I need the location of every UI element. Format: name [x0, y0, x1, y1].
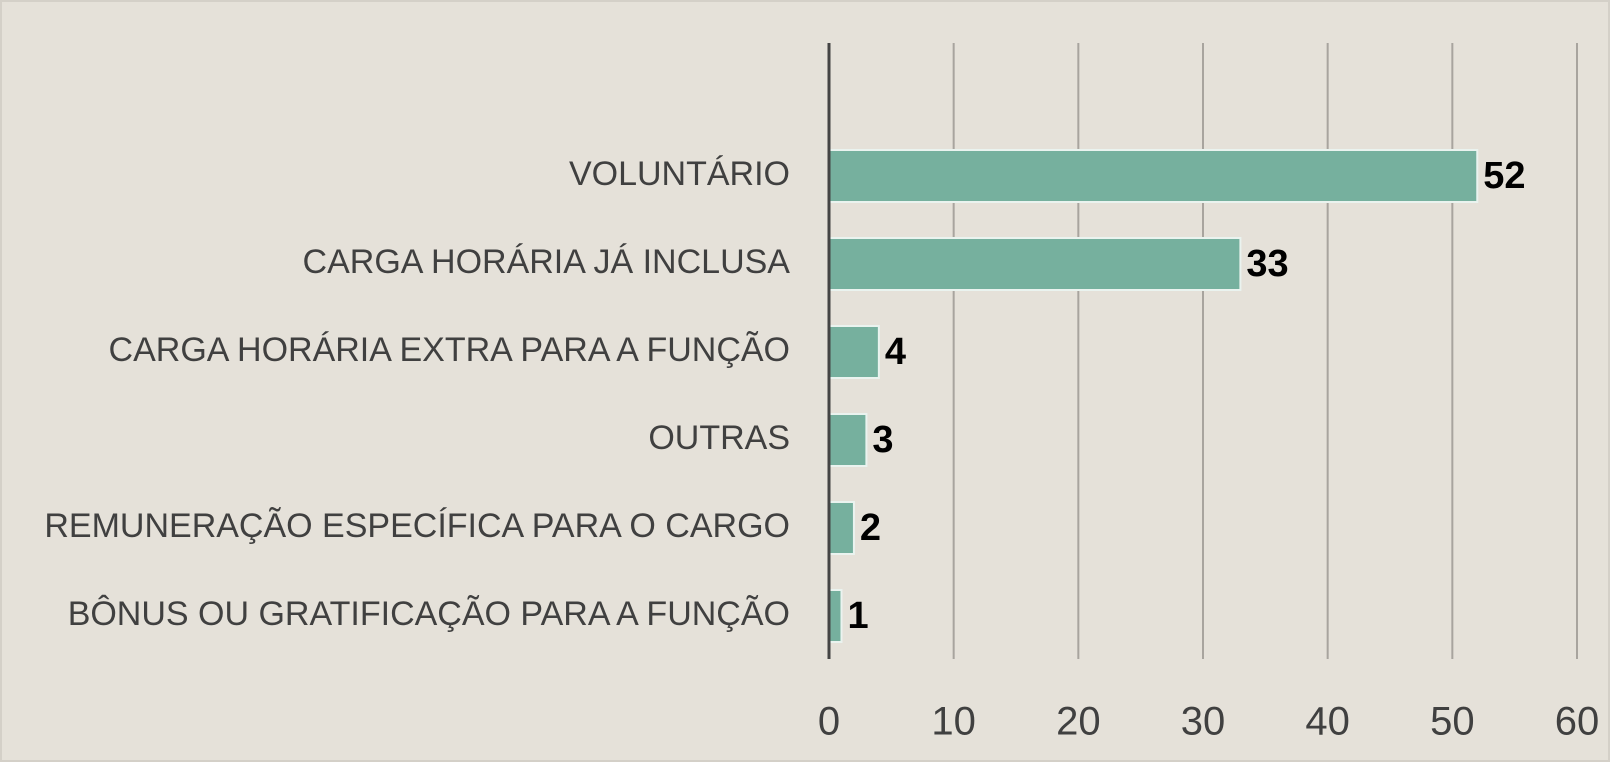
y-tick-label: CARGA HORÁRIA JÁ INCLUSA — [303, 243, 791, 281]
y-tick-label: BÔNUS OU GRATIFICAÇÃO PARA A FUNÇÃO — [68, 595, 790, 633]
y-tick-label: REMUNERAÇÃO ESPECÍFICA PARA O CARGO — [44, 507, 790, 545]
data-label: 33 — [1246, 243, 1288, 285]
x-tick-label: 40 — [1305, 700, 1350, 744]
bar — [828, 325, 880, 379]
data-label: 3 — [872, 419, 893, 461]
bar — [828, 589, 843, 643]
data-label: 2 — [860, 507, 881, 549]
x-tick-label: 0 — [818, 700, 840, 744]
x-tick-label: 30 — [1181, 700, 1226, 744]
bar — [828, 149, 1479, 203]
bar — [828, 413, 868, 467]
data-label: 4 — [885, 331, 906, 373]
bar — [828, 237, 1242, 291]
y-tick-label: VOLUNTÁRIO — [569, 155, 790, 193]
x-tick-label: 10 — [931, 700, 976, 744]
y-tick-label: CARGA HORÁRIA EXTRA PARA A FUNÇÃO — [109, 331, 790, 369]
x-tick-label: 60 — [1555, 700, 1600, 744]
data-label: 1 — [847, 595, 868, 637]
x-tick-label: 50 — [1430, 700, 1475, 744]
x-tick-label: 20 — [1056, 700, 1101, 744]
bar — [828, 501, 855, 555]
data-label: 52 — [1483, 155, 1525, 197]
y-tick-label: OUTRAS — [648, 419, 790, 457]
